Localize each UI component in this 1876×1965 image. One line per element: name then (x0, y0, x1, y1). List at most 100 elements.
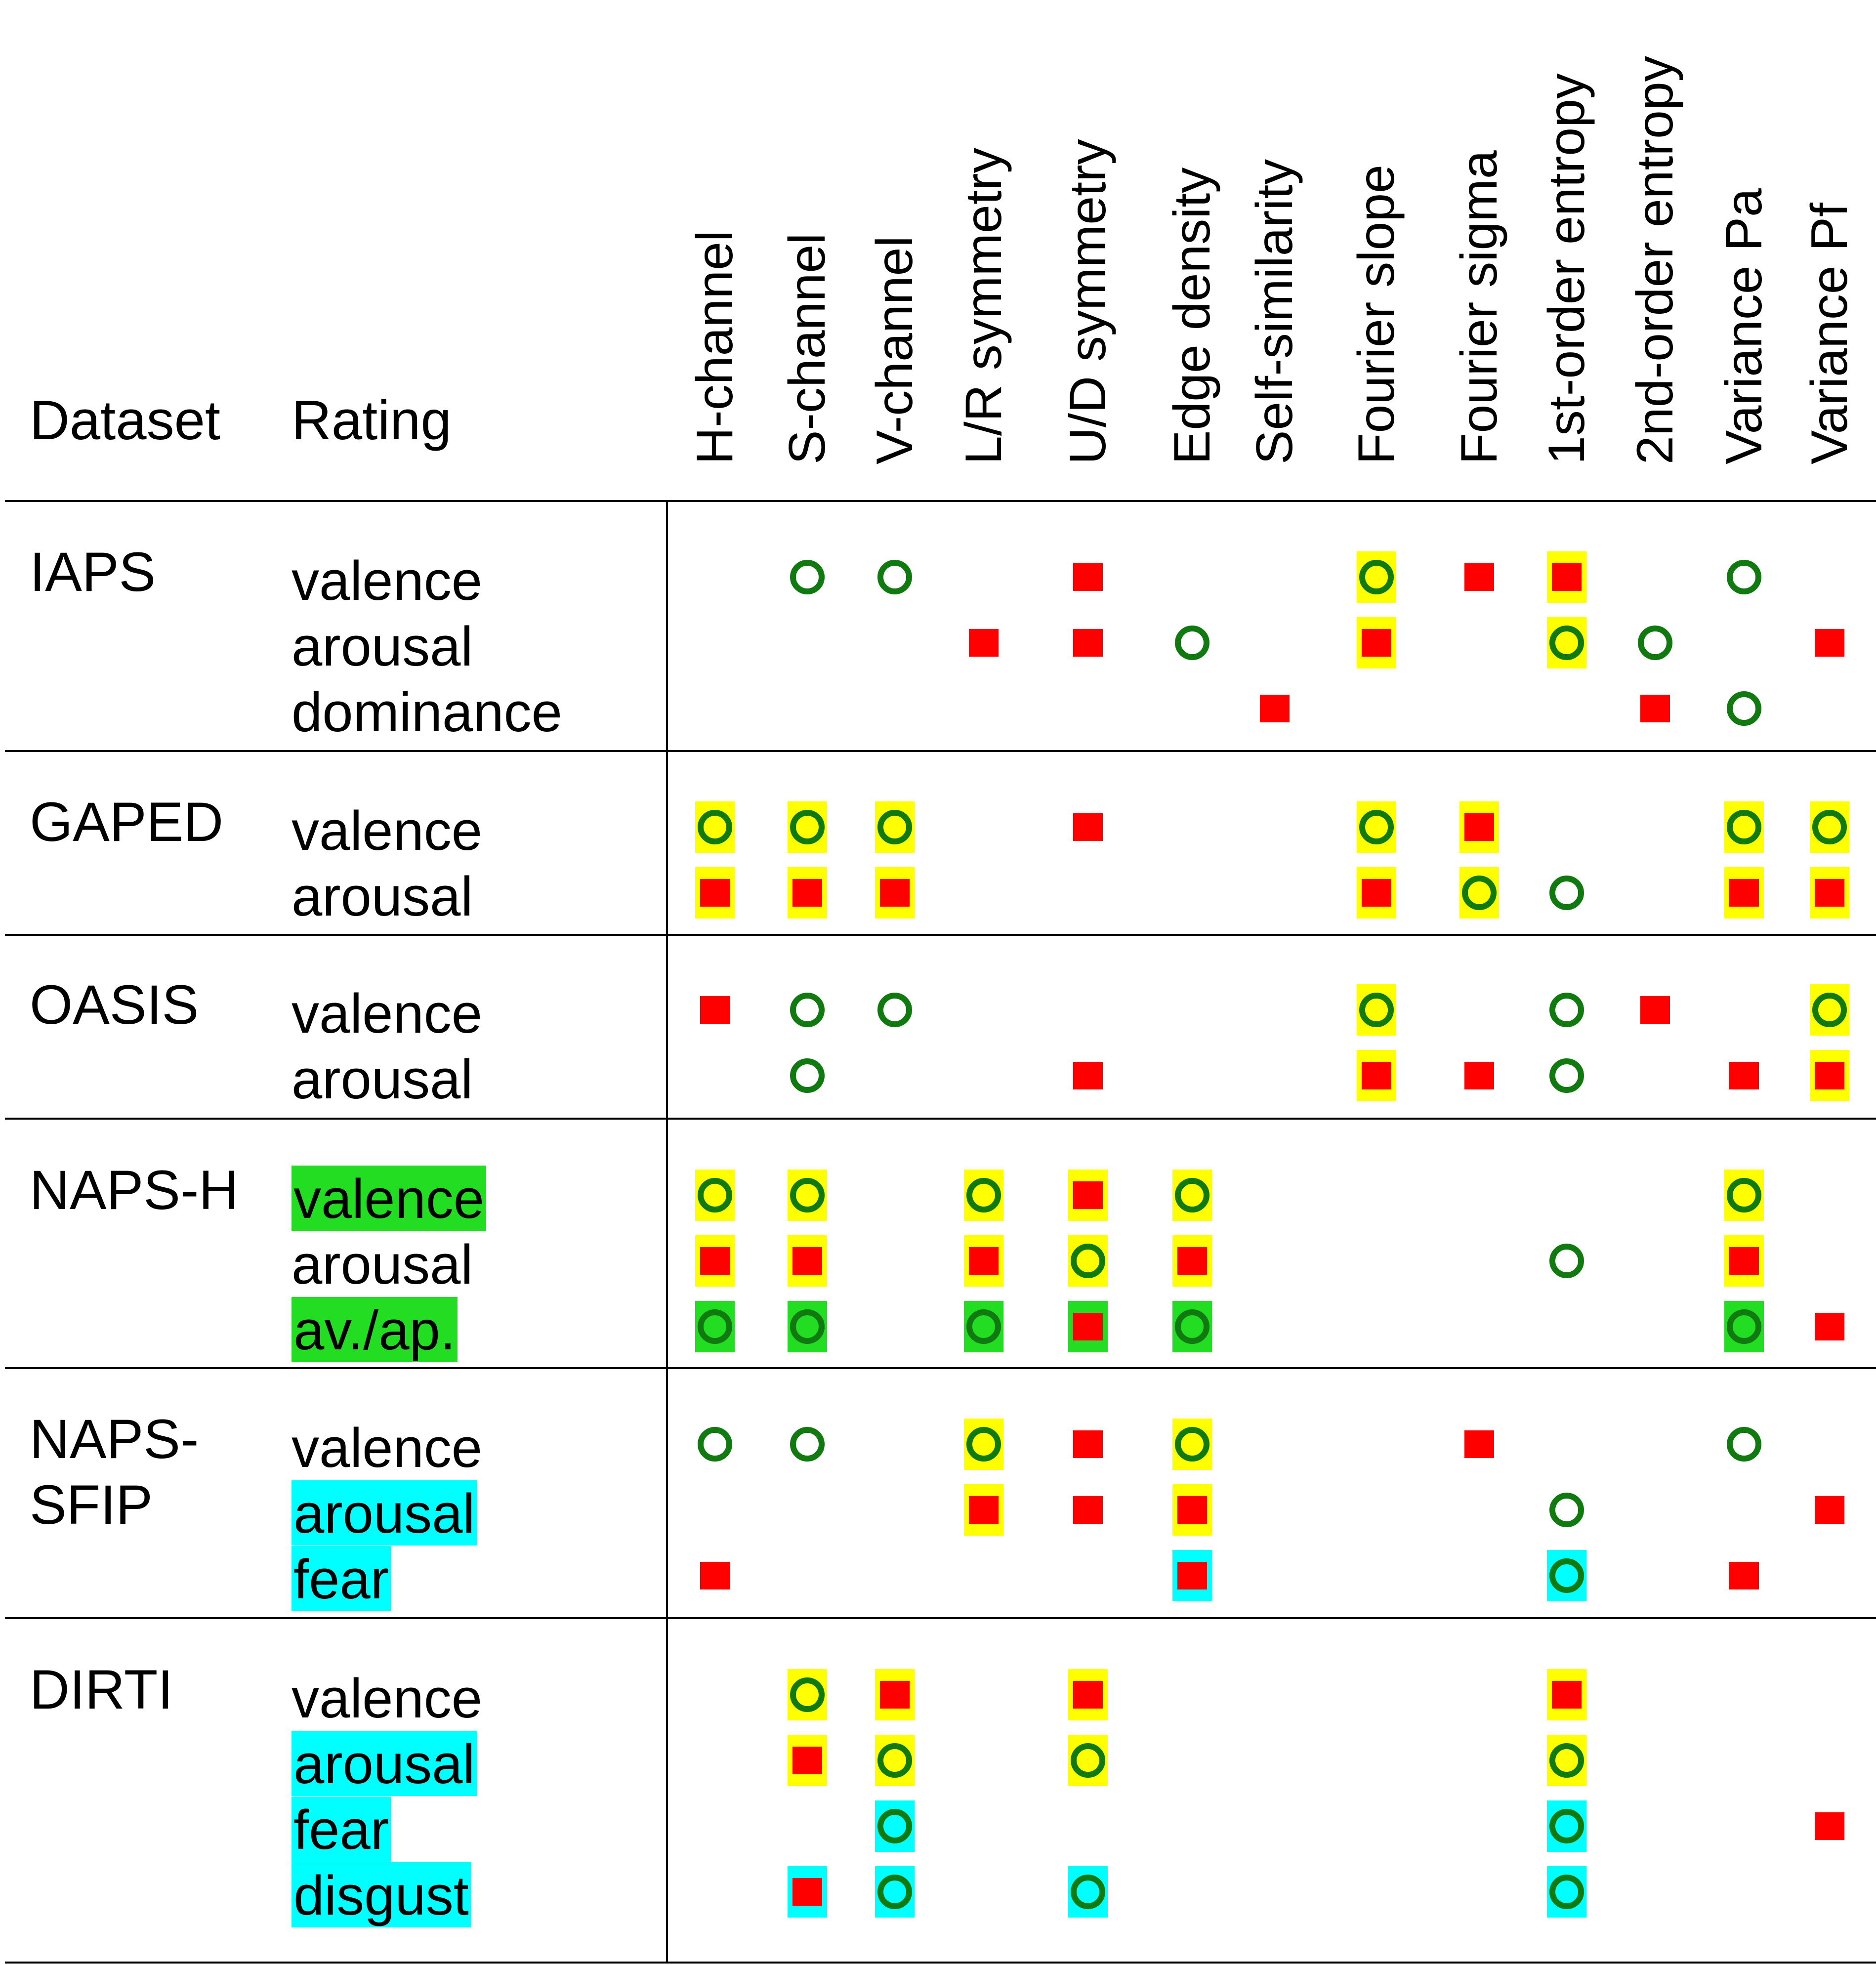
circle-icon (1359, 810, 1394, 844)
circle-icon (1359, 560, 1394, 594)
negative-marker-u-d-symmetry (1068, 801, 1108, 853)
square-icon (1464, 1430, 1494, 1458)
dataset-label-oasis: OASIS (30, 974, 199, 1036)
negative-marker-h-channel (695, 1235, 735, 1287)
dataset-label-iaps: IAPS (30, 541, 156, 603)
column-header-u-d-symmetry: U/D symmetry (1059, 139, 1117, 464)
circle-icon (877, 1875, 912, 1909)
positive-marker-v-channel (875, 1866, 915, 1918)
negative-marker-h-channel (695, 1550, 735, 1601)
rating-label-arousal: arousal (292, 616, 473, 677)
positive-marker-variance-pf (1810, 801, 1849, 853)
positive-marker-variance-pa (1724, 1170, 1764, 1221)
circle-icon (790, 1677, 825, 1712)
positive-marker-s-channel (788, 1419, 827, 1470)
circle-icon (698, 1309, 732, 1344)
circle-icon (1727, 1427, 1761, 1462)
column-header-fourier-slope: Fourier slope (1348, 165, 1405, 464)
square-icon (1729, 1062, 1759, 1089)
square-icon (792, 1747, 822, 1774)
positive-marker-u-d-symmetry (1068, 1235, 1108, 1287)
row-separator (5, 1962, 1876, 1964)
rating-label-arousal: arousal (292, 1480, 477, 1546)
negative-marker-variance-pf (1810, 867, 1849, 919)
column-header-fourier-sigma: Fourier sigma (1451, 150, 1508, 464)
square-icon (1073, 629, 1103, 657)
circle-icon (1812, 993, 1847, 1027)
positive-marker-s-channel (788, 1050, 827, 1101)
column-header-self-similarity: Self-similarity (1246, 159, 1303, 464)
column-separator (666, 500, 668, 1962)
negative-marker-h-channel (695, 984, 735, 1036)
positive-marker-1st-order-entropy (1547, 1866, 1586, 1918)
square-icon (792, 1247, 822, 1275)
rating-label-dominance: dominance (292, 681, 562, 743)
square-icon (1362, 879, 1391, 907)
positive-marker-variance-pf (1810, 984, 1849, 1036)
positive-marker-variance-pa (1724, 801, 1764, 853)
circle-icon (1549, 876, 1584, 910)
negative-marker-variance-pf (1810, 617, 1849, 669)
negative-marker-h-channel (695, 867, 735, 919)
circle-icon (1727, 810, 1761, 844)
square-icon (880, 879, 910, 907)
circle-icon (790, 1427, 825, 1462)
dataset-column-header: Dataset (30, 389, 220, 451)
square-icon (1177, 1496, 1207, 1524)
circle-icon (877, 810, 912, 844)
dataset-label-naps-sfip: NAPS- (30, 1408, 199, 1470)
positive-marker-1st-order-entropy (1547, 1484, 1586, 1536)
square-icon (1073, 1313, 1103, 1340)
square-icon (1552, 1681, 1582, 1709)
positive-marker-v-channel (875, 1800, 915, 1852)
row-separator (5, 1118, 1876, 1120)
positive-marker-1st-order-entropy (1547, 1235, 1586, 1287)
circle-icon (1727, 691, 1761, 726)
row-separator (5, 934, 1876, 936)
circle-icon (698, 1427, 732, 1462)
negative-marker-v-channel (875, 1669, 915, 1720)
circle-icon (1727, 1309, 1761, 1344)
negative-marker-u-d-symmetry (1068, 1669, 1108, 1720)
rating-label-arousal: arousal (292, 1234, 473, 1296)
circle-icon (790, 810, 825, 844)
square-icon (1260, 695, 1290, 722)
positive-marker-u-d-symmetry (1068, 1866, 1108, 1918)
positive-marker-h-channel (695, 1170, 735, 1221)
circle-icon (877, 560, 912, 594)
negative-marker-edge-density (1172, 1550, 1212, 1601)
circle-icon (1727, 1178, 1761, 1212)
negative-marker-2nd-order-entropy (1635, 984, 1675, 1036)
square-icon (1073, 1181, 1103, 1209)
square-icon (1815, 1062, 1844, 1089)
row-separator (5, 750, 1876, 752)
positive-marker-1st-order-entropy (1547, 1800, 1586, 1852)
positive-marker-s-channel (788, 984, 827, 1036)
positive-marker-variance-pa (1724, 551, 1764, 603)
negative-marker-variance-pa (1724, 1050, 1764, 1101)
rating-label-valence: valence (292, 1166, 487, 1231)
square-icon (700, 879, 730, 907)
positive-marker-v-channel (875, 1735, 915, 1786)
square-icon (1073, 1496, 1103, 1524)
square-icon (1815, 1496, 1844, 1524)
positive-marker-fourier-slope (1357, 551, 1396, 603)
rating-label-valence: valence (292, 1417, 483, 1479)
negative-marker-u-d-symmetry (1068, 1419, 1108, 1470)
negative-marker-fourier-slope (1357, 867, 1396, 919)
rating-label-valence: valence (292, 800, 483, 862)
square-icon (1729, 1562, 1759, 1589)
square-icon (1815, 1812, 1844, 1840)
square-icon (1729, 1247, 1759, 1275)
circle-icon (790, 1309, 825, 1344)
positive-marker-edge-density (1172, 1170, 1212, 1221)
negative-marker-edge-density (1172, 1484, 1212, 1536)
square-icon (792, 879, 822, 907)
rating-label-arousal: arousal (292, 1731, 477, 1796)
negative-marker-l-r-symmetry (964, 617, 1003, 669)
circle-icon (877, 1809, 912, 1843)
circle-icon (1549, 1809, 1584, 1843)
positive-marker-l-r-symmetry (964, 1419, 1003, 1470)
circle-icon (1549, 1558, 1584, 1593)
circle-icon (1071, 1875, 1105, 1909)
